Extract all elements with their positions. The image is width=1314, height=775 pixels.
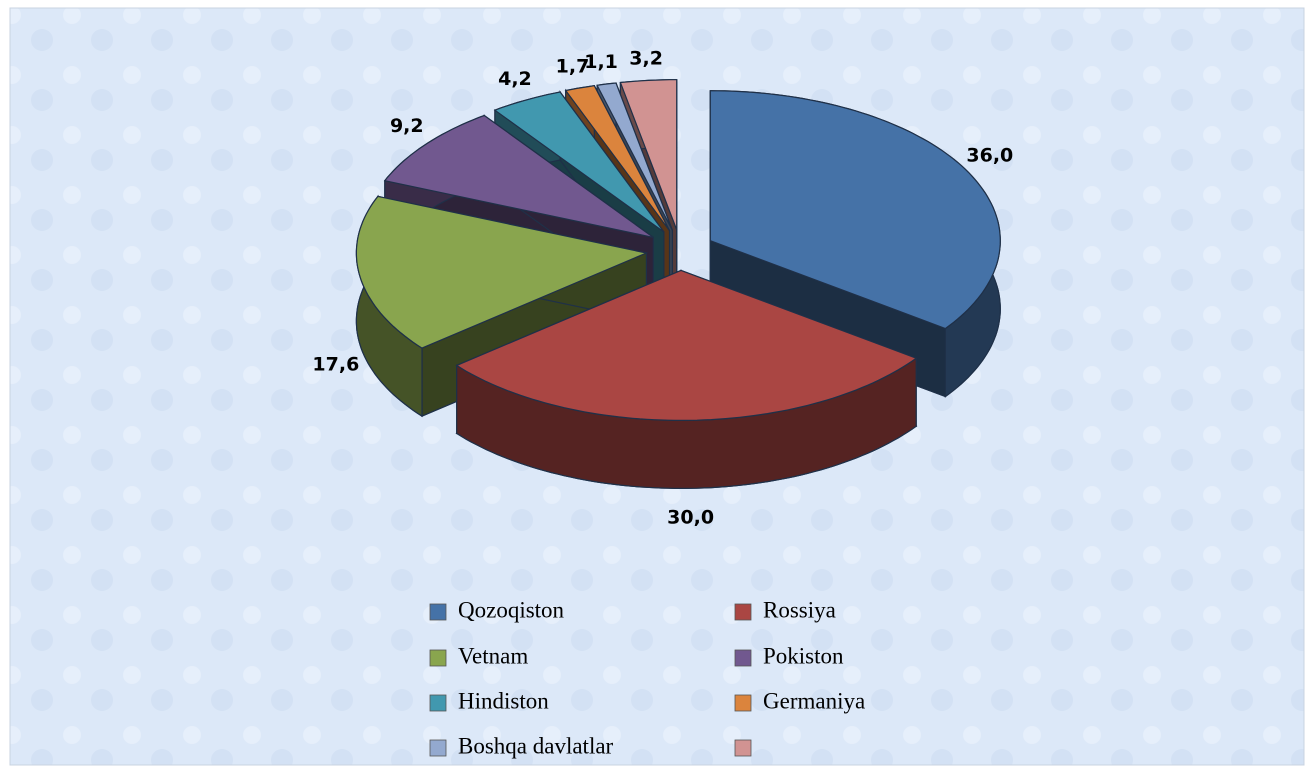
legend-label: Boshqa davlatlar <box>458 733 614 758</box>
slice-top <box>383 114 654 238</box>
legend-label: Pokiston <box>763 643 844 668</box>
slice-top <box>493 91 665 233</box>
data-label: 36,0 <box>966 145 1013 167</box>
data-label: 3,2 <box>629 47 663 69</box>
legend-label: Qozoqiston <box>458 597 565 622</box>
legend-label: Rossiya <box>763 597 836 622</box>
legend-swatch <box>734 603 752 621</box>
legend-swatch <box>429 603 447 621</box>
slice-top <box>564 85 671 231</box>
legend-swatch <box>734 649 752 667</box>
legend-swatch <box>734 694 752 712</box>
legend-swatch <box>429 739 447 757</box>
data-label: 9,2 <box>390 115 424 137</box>
slice-top <box>355 195 649 349</box>
slice-top <box>619 79 678 230</box>
slice-top <box>709 90 1001 330</box>
legend-swatch <box>429 649 447 667</box>
data-label: 1,1 <box>584 51 618 73</box>
legend-label: Vetnam <box>458 643 528 668</box>
slice-top <box>455 269 918 421</box>
slice-top <box>596 82 673 231</box>
data-label: 17,6 <box>312 353 359 375</box>
data-label: 30,0 <box>667 506 714 528</box>
data-label: 1,7 <box>556 55 590 77</box>
legend-label: Germaniya <box>763 688 865 713</box>
pie-slice <box>455 269 918 489</box>
legend-swatch <box>429 694 447 712</box>
legend-label: Hindiston <box>458 688 549 713</box>
legend-swatch <box>734 739 752 757</box>
data-label: 4,2 <box>498 68 532 90</box>
